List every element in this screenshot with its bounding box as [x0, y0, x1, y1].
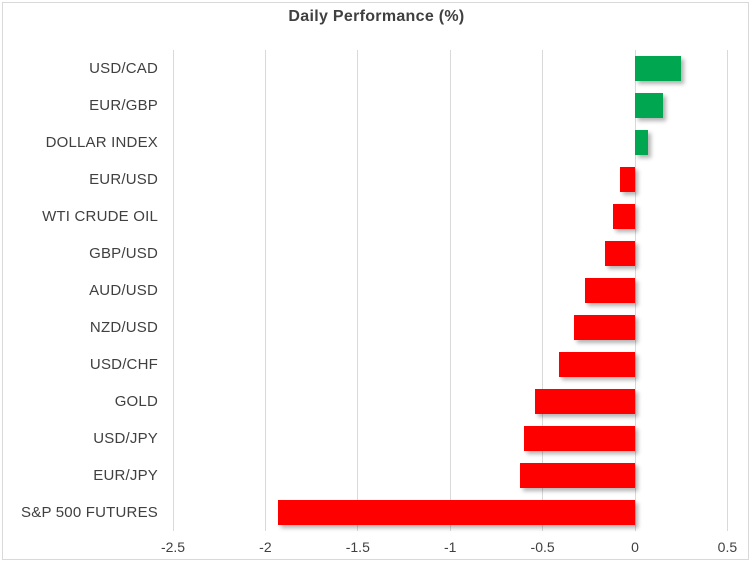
category-label-nzd-usd: NZD/USD — [89, 319, 158, 336]
bar-s-p-500-futures — [278, 500, 635, 525]
gridline — [172, 50, 174, 531]
bar-wti-crude-oil — [612, 204, 635, 229]
bar-eur-gbp — [635, 93, 663, 118]
category-label-aud-usd: AUD/USD — [89, 282, 158, 299]
category-label-dollar-index: DOLLAR INDEX — [45, 134, 158, 151]
bar-eur-jpy — [520, 463, 635, 488]
x-tick-label: 0 — [631, 539, 639, 555]
x-tick-label: -1.5 — [345, 539, 370, 555]
category-label-usd-jpy: USD/JPY — [93, 430, 158, 447]
category-label-gold: GOLD — [114, 393, 158, 410]
bar-aud-usd — [585, 278, 635, 303]
category-label-eur-gbp: EUR/GBP — [89, 97, 158, 114]
bar-dollar-index — [635, 130, 648, 155]
bar-usd-cad — [635, 56, 682, 81]
category-label-usd-cad: USD/CAD — [89, 60, 158, 77]
gridline — [357, 50, 359, 531]
x-tick-label: 0.5 — [717, 539, 738, 555]
gridline — [264, 50, 266, 531]
category-label-wti-crude-oil: WTI CRUDE OIL — [42, 208, 158, 225]
chart-title: Daily Performance (%) — [288, 8, 465, 25]
bar-usd-jpy — [524, 426, 635, 451]
bar-gold — [535, 389, 635, 414]
x-tick-label: -0.5 — [530, 539, 555, 555]
bar-gbp-usd — [605, 241, 635, 266]
category-label-eur-jpy: EUR/JPY — [93, 467, 158, 484]
category-label-usd-chf: USD/CHF — [89, 356, 158, 373]
x-tick-label: -1 — [443, 539, 457, 555]
bar-eur-usd — [620, 167, 635, 192]
bar-usd-chf — [559, 352, 635, 377]
gridline — [542, 50, 544, 531]
x-tick-label: -2 — [259, 539, 272, 555]
gridline — [726, 50, 728, 531]
x-tick-label: -2.5 — [160, 539, 186, 555]
category-label-s-p-500-futures: S&P 500 FUTURES — [21, 504, 158, 521]
category-label-eur-usd: EUR/USD — [89, 171, 158, 188]
bar-nzd-usd — [574, 315, 635, 340]
zero-axis-line — [634, 50, 636, 531]
category-label-gbp-usd: GBP/USD — [89, 245, 158, 262]
gridline — [449, 50, 451, 531]
